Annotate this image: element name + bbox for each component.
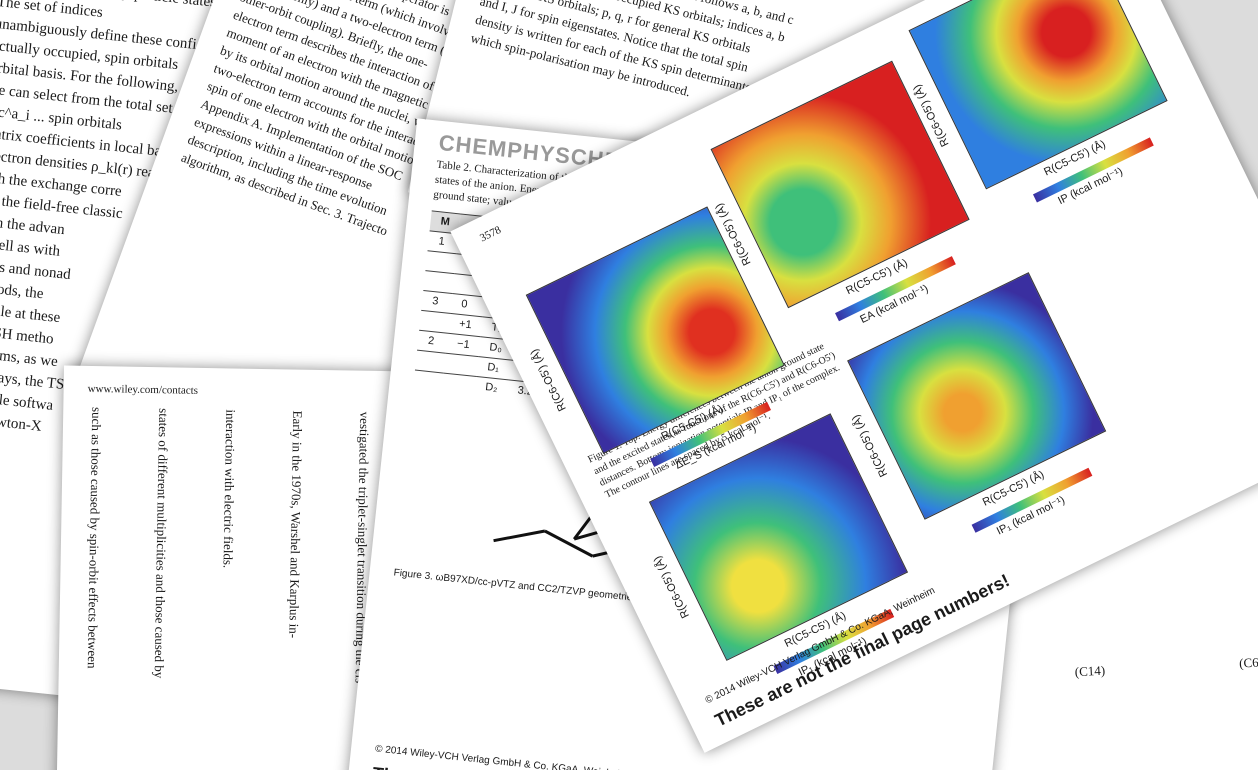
copyright: © 2014 Wiley-VCH Verlag GmbH & Co. KGaA,… (374, 743, 629, 770)
table-cell (441, 373, 477, 396)
text-line: Early in the 1970s, Warshel and Karplus … (286, 410, 306, 639)
heatmap (908, 0, 1168, 190)
bond (493, 529, 546, 543)
table-cell (412, 370, 444, 393)
equation-label: (C6) (1238, 654, 1258, 671)
text-line: states of different multiplicities and t… (151, 408, 172, 679)
header-text: www.wiley.com/contacts (87, 382, 199, 397)
proof-note: These are not the final page numbers! (372, 763, 962, 770)
equation-label: (C14) (1074, 662, 1106, 680)
bond (544, 529, 594, 558)
text-line: such as those caused by spin-orbit effec… (84, 406, 105, 669)
text-line: interaction with electric fields. (220, 409, 239, 569)
table-cell: D₂ (474, 376, 509, 400)
page-tail: © 2014 Wiley-VCH Verlag GmbH & Co. KGaA,… (347, 733, 989, 770)
